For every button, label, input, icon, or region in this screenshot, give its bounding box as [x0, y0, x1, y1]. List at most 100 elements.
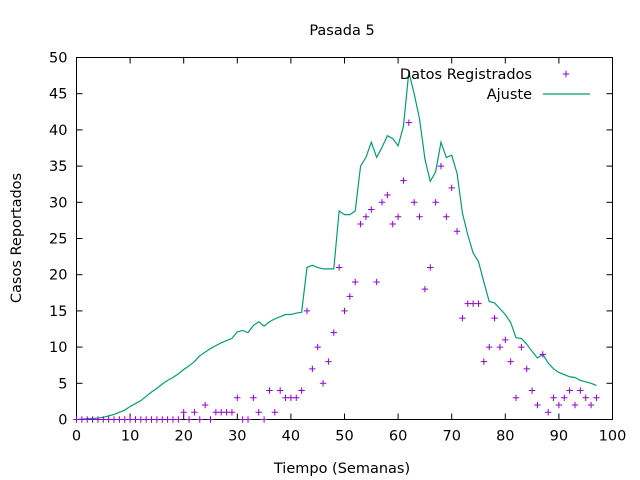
data-point [437, 162, 445, 170]
data-point [362, 213, 370, 220]
x-tick-label: 60 [389, 429, 407, 445]
y-tick-label: 5 [58, 376, 67, 392]
y-tick-label: 40 [49, 123, 67, 139]
data-point [105, 416, 112, 423]
data-point [378, 199, 386, 206]
data-point [94, 416, 102, 423]
data-point [410, 199, 418, 206]
y-tick-label: 10 [49, 340, 67, 356]
data-point [255, 409, 262, 416]
data-point [534, 401, 541, 409]
data-point [244, 416, 252, 423]
data-point [502, 336, 509, 344]
data-point [234, 394, 241, 401]
data-point [137, 416, 145, 423]
data-point [512, 394, 520, 401]
data-point [389, 220, 396, 228]
data-point [480, 358, 488, 365]
data-point [550, 394, 557, 401]
data-point [469, 300, 477, 307]
data-point [250, 394, 257, 401]
legend-label-datos-registrados: Datos Registrados [400, 67, 532, 83]
y-tick-label: 20 [49, 268, 67, 284]
data-point [346, 293, 354, 300]
data-point [319, 380, 327, 387]
y-tick-label: 15 [49, 304, 67, 320]
data-point [384, 191, 391, 199]
y-tick-label: 0 [58, 413, 67, 429]
data-point [582, 394, 589, 401]
data-point [260, 416, 268, 423]
data-point [132, 416, 139, 423]
data-point [486, 343, 493, 351]
legend: Datos Registrados Ajuste [400, 67, 590, 103]
data-point [239, 416, 246, 423]
x-tick-label: 90 [550, 429, 568, 445]
data-point [475, 300, 482, 307]
data-point [266, 387, 273, 394]
x-tick-label: 50 [335, 429, 353, 445]
data-point [110, 416, 118, 423]
data-point [352, 278, 359, 286]
x-tick-label: 10 [121, 429, 139, 445]
data-point [73, 416, 80, 423]
data-point [405, 119, 413, 126]
x-tick-label: 20 [174, 429, 192, 445]
x-tick-label: 100 [599, 429, 627, 445]
data-point [539, 351, 547, 358]
data-point [169, 416, 177, 423]
data-point [507, 358, 514, 365]
data-point [593, 394, 600, 401]
axis-ticks: 0 10 20 30 40 50 60 70 80 90 100 0 5 10 15 20 25 30 35 40 45… [49, 51, 626, 445]
data-point [78, 416, 86, 423]
data-point [228, 409, 236, 416]
x-axis-label: Tiempo (Semanas) [273, 461, 410, 477]
data-point [464, 300, 471, 307]
data-point [496, 343, 504, 351]
data-point [84, 416, 91, 423]
data-point [159, 416, 166, 423]
data-point [121, 416, 128, 423]
data-point [100, 416, 107, 423]
data-point [443, 213, 450, 220]
data-point [218, 409, 225, 416]
data-point [416, 213, 423, 220]
data-point [453, 228, 461, 235]
data-point [271, 409, 279, 416]
x-tick-label: 40 [282, 429, 300, 445]
data-point [427, 264, 434, 271]
data-point [175, 416, 182, 423]
y-tick-label: 35 [49, 159, 67, 175]
data-point [373, 278, 380, 286]
data-point [341, 307, 348, 315]
data-point [201, 401, 209, 409]
data-point [357, 220, 364, 228]
data-point [180, 409, 187, 416]
data-point [303, 307, 311, 315]
data-point [164, 416, 171, 423]
y-tick-label: 45 [49, 87, 67, 103]
data-point [432, 199, 439, 206]
data-point [148, 416, 155, 423]
data-point [314, 343, 321, 351]
data-point [89, 416, 96, 423]
data-series [73, 71, 600, 423]
data-point [287, 394, 295, 401]
data-point [555, 401, 563, 409]
data-point [126, 416, 134, 423]
data-point [309, 365, 316, 373]
legend-marker-datos-registrados [562, 70, 570, 78]
data-point [207, 416, 214, 423]
y-tick-label: 30 [49, 195, 67, 211]
data-point [293, 394, 300, 401]
data-point [561, 394, 568, 401]
data-point [153, 416, 161, 423]
data-point [518, 343, 525, 351]
series-line-ajuste [76, 71, 597, 421]
data-point [116, 416, 123, 423]
data-point [212, 409, 220, 416]
x-tick-label: 70 [442, 429, 460, 445]
data-point [335, 264, 343, 271]
data-point [196, 416, 203, 423]
